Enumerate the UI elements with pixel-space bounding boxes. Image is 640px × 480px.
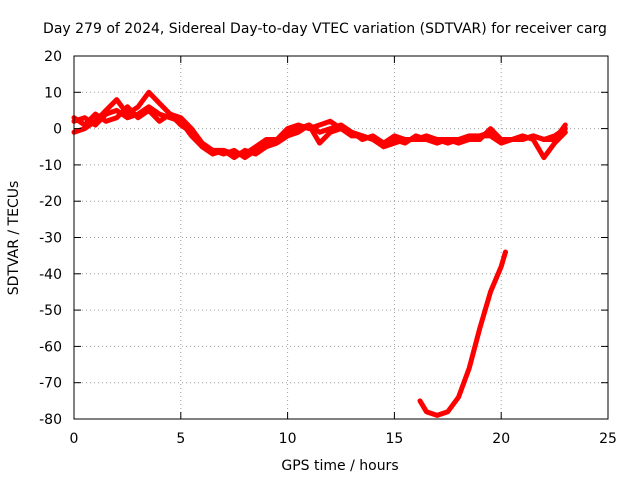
x-axis-label: GPS time / hours [281, 458, 398, 474]
y-tick-label: -80 [39, 412, 62, 428]
x-tick-label: 0 [70, 431, 79, 447]
y-tick-label: -10 [39, 158, 62, 174]
y-tick-label: -70 [39, 376, 62, 392]
axis-layer: -80 -70 -60 -50 -40 -30 -20 -10 0 10 20 0 5 10 15 20 25 [39, 49, 617, 447]
y-tick-label: 0 [53, 122, 62, 138]
x-tick-label: 15 [385, 431, 403, 447]
y-axis-label: SDTVAR / TECUs [6, 181, 22, 296]
y-tick-label: -60 [39, 339, 62, 355]
y-tick-label: -50 [39, 303, 62, 319]
y-tick-label: 20 [44, 49, 62, 65]
y-tick-label: 10 [44, 85, 62, 101]
x-tick-label: 25 [599, 431, 617, 447]
y-tick-label: -40 [39, 267, 62, 283]
y-tick-label: -20 [39, 194, 62, 210]
series-line-dip-trace [417, 249, 508, 418]
x-tick-label: 10 [279, 431, 297, 447]
series-layer [71, 89, 568, 418]
x-tick-label: 20 [492, 431, 510, 447]
x-tick-label: 5 [176, 431, 185, 447]
y-tick-label: -30 [39, 231, 62, 247]
chart-title: Day 279 of 2024, Sidereal Day-to-day VTE… [43, 21, 607, 37]
series-line-trace-c [71, 104, 568, 161]
